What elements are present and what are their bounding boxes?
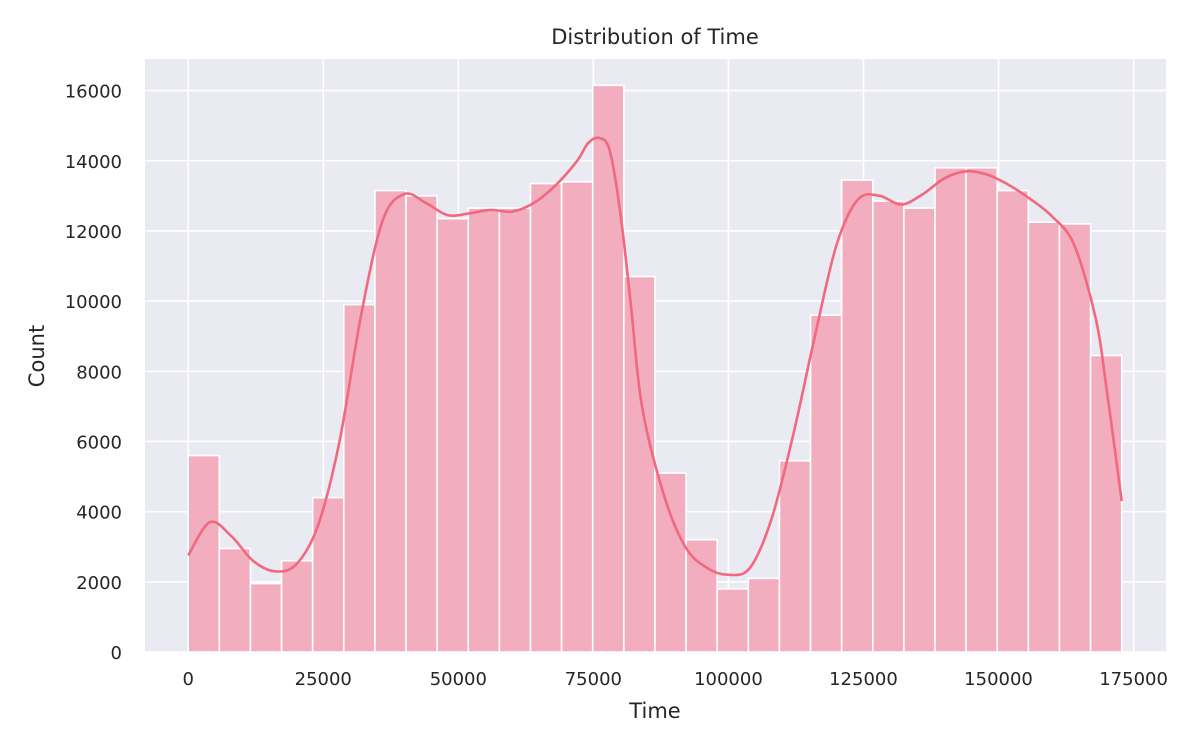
histogram-bar-21 bbox=[840, 179, 874, 653]
y-axis-label: Count bbox=[25, 325, 49, 387]
histogram-bar-17 bbox=[716, 588, 750, 653]
histogram-bar-23 bbox=[903, 207, 936, 653]
y-tick-label: 12000 bbox=[65, 222, 122, 243]
histogram-bar-7 bbox=[405, 195, 438, 653]
y-tick-label: 14000 bbox=[65, 152, 122, 173]
y-tick-label: 8000 bbox=[76, 362, 122, 383]
histogram-bar-8 bbox=[436, 217, 470, 653]
y-tick-label: 16000 bbox=[65, 82, 122, 103]
histogram-bar-11 bbox=[529, 182, 563, 653]
kde-curve-group bbox=[187, 136, 1123, 577]
histogram-bar-25 bbox=[965, 166, 999, 653]
histogram-bar-9 bbox=[467, 207, 501, 653]
histogram-bar-12 bbox=[560, 181, 594, 653]
x-axis-label: Time bbox=[628, 699, 680, 723]
histogram-bar-10 bbox=[498, 207, 532, 653]
histogram-bar-2 bbox=[249, 582, 283, 653]
kde-line bbox=[187, 136, 1123, 577]
histogram-bar-19 bbox=[778, 459, 812, 653]
x-tick-label: 125000 bbox=[829, 669, 898, 690]
y-tick-label: 2000 bbox=[76, 573, 122, 594]
histogram-bar-27 bbox=[1027, 221, 1061, 653]
histogram-bar-6 bbox=[374, 189, 407, 653]
y-tick-label: 4000 bbox=[76, 503, 122, 524]
histogram-bar-13 bbox=[591, 84, 625, 653]
histogram-bar-15 bbox=[654, 472, 687, 653]
histogram-bar-24 bbox=[934, 166, 967, 653]
histogram-bar-5 bbox=[342, 303, 376, 653]
histogram-bars bbox=[187, 84, 1123, 653]
x-tick-label: 50000 bbox=[430, 669, 487, 690]
histogram-bar-3 bbox=[280, 559, 314, 653]
histogram-bar-4 bbox=[311, 496, 345, 653]
x-tick-label: 100000 bbox=[694, 669, 763, 690]
histogram-bar-26 bbox=[996, 189, 1030, 653]
histogram-bar-0 bbox=[187, 454, 221, 653]
x-tick-label: 0 bbox=[182, 669, 193, 690]
histogram-bar-22 bbox=[871, 200, 905, 653]
y-tick-label: 10000 bbox=[65, 292, 122, 313]
histogram-bar-1 bbox=[218, 547, 252, 653]
x-axis-ticks: 0 25000 50000 75000 100000 125000 150000 175000 bbox=[182, 669, 1167, 690]
x-tick-label: 25000 bbox=[295, 669, 352, 690]
histogram-bar-29 bbox=[1089, 354, 1123, 653]
histogram-bar-18 bbox=[747, 577, 781, 653]
y-tick-label: 0 bbox=[111, 643, 122, 664]
x-tick-label: 150000 bbox=[964, 669, 1033, 690]
chart-title: Distribution of Time bbox=[551, 25, 759, 49]
x-tick-label: 175000 bbox=[1099, 669, 1168, 690]
histogram-bar-14 bbox=[623, 275, 656, 653]
histogram-bar-16 bbox=[685, 538, 718, 653]
y-tick-label: 6000 bbox=[76, 432, 122, 453]
y-axis-ticks: 0 2000 4000 6000 8000 10000 12000 14000 16000 bbox=[65, 82, 122, 664]
histogram-bar-20 bbox=[809, 314, 843, 653]
x-tick-label: 75000 bbox=[565, 669, 622, 690]
histogram-bar-28 bbox=[1058, 223, 1092, 653]
